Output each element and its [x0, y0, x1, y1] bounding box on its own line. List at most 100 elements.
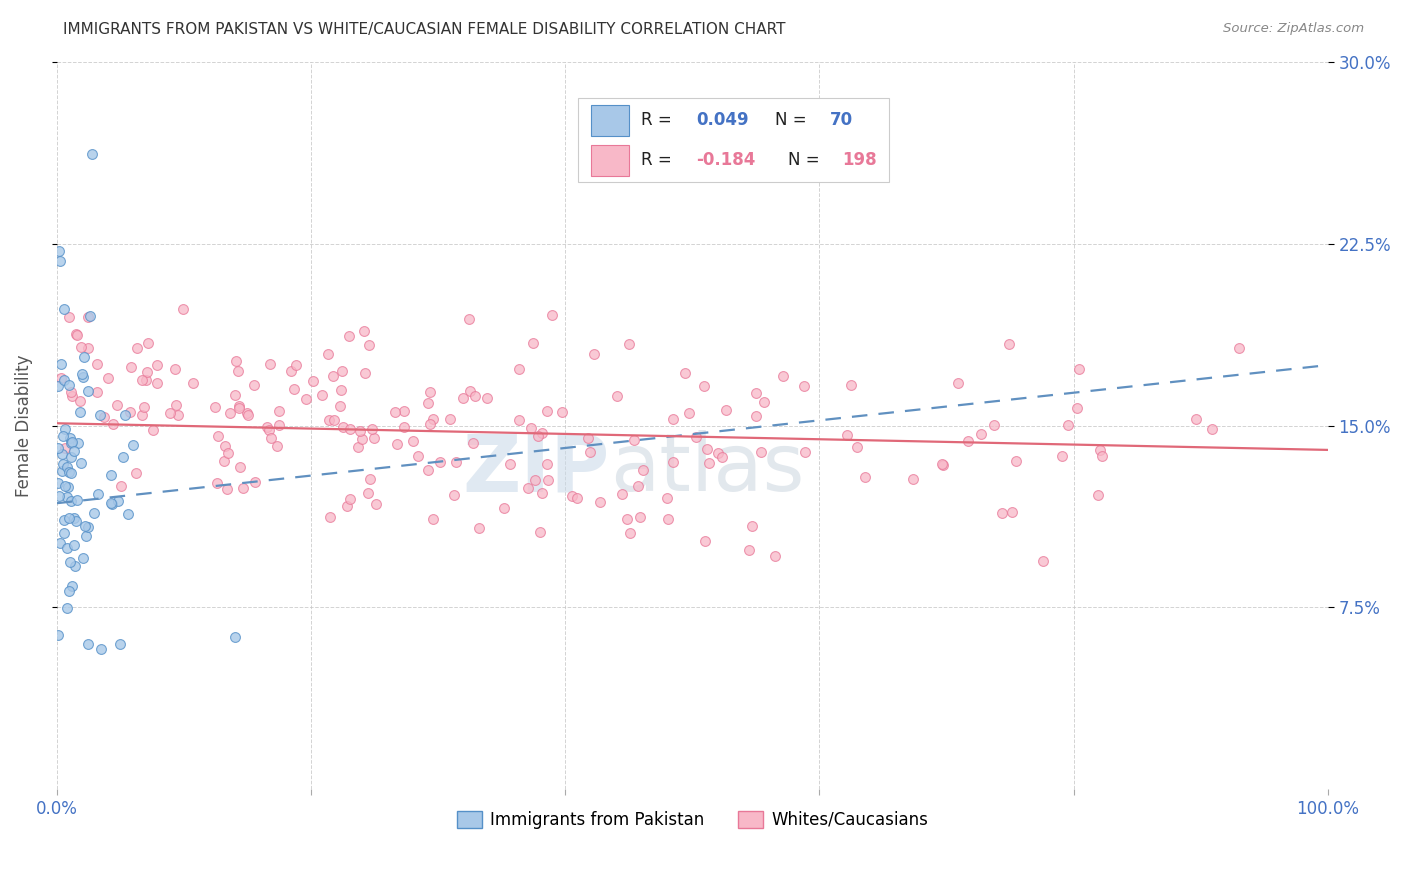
- Bar: [591, 145, 628, 176]
- Point: [46, 441, 69, 455]
- Point: [530, 486, 553, 500]
- Point: [1066, 401, 1088, 415]
- Point: [77, 310, 100, 325]
- Point: [419, 417, 441, 432]
- Point: [125, 342, 148, 356]
- Point: [693, 533, 716, 548]
- Point: [65, 326, 87, 341]
- Point: [1032, 554, 1054, 568]
- Point: [475, 391, 498, 405]
- Point: [228, 399, 250, 413]
- Point: [214, 454, 236, 468]
- Point: [146, 376, 169, 390]
- Point: [110, 479, 132, 493]
- Point: [332, 364, 354, 378]
- Text: R =: R =: [641, 112, 678, 129]
- Text: N =: N =: [775, 112, 811, 129]
- Point: [429, 455, 451, 469]
- Point: [678, 406, 700, 420]
- Point: [226, 364, 249, 378]
- Point: [60, 436, 83, 450]
- Point: [86, 357, 108, 371]
- Point: [522, 336, 544, 351]
- Point: [357, 338, 380, 352]
- Point: [1091, 449, 1114, 463]
- Point: [181, 376, 204, 390]
- Point: [242, 377, 264, 392]
- Point: [707, 445, 730, 459]
- Point: [214, 439, 236, 453]
- Point: [75, 529, 97, 543]
- Point: [114, 409, 136, 423]
- Point: [508, 362, 530, 376]
- Point: [100, 497, 122, 511]
- Point: [59, 450, 82, 465]
- Point: [392, 420, 415, 434]
- Point: [77, 341, 100, 355]
- Point: [741, 519, 763, 533]
- Point: [103, 417, 125, 431]
- Point: [517, 481, 540, 495]
- Point: [467, 521, 489, 535]
- Point: [58, 465, 80, 479]
- Point: [662, 455, 685, 469]
- Point: [58, 378, 80, 392]
- Point: [494, 500, 516, 515]
- Point: [90, 641, 112, 656]
- Point: [853, 470, 876, 484]
- Point: [524, 473, 547, 487]
- Point: [763, 549, 786, 563]
- Point: [62, 389, 84, 403]
- Point: [364, 497, 387, 511]
- Point: [990, 506, 1012, 520]
- Point: [107, 494, 129, 508]
- Point: [105, 399, 128, 413]
- Point: [204, 400, 226, 414]
- Point: [142, 423, 165, 437]
- Point: [219, 406, 242, 420]
- Point: [63, 558, 86, 573]
- Point: [526, 429, 548, 443]
- Point: [146, 358, 169, 372]
- Point: [60, 435, 83, 450]
- Point: [89, 408, 111, 422]
- Point: [70, 340, 93, 354]
- Point: [460, 384, 482, 399]
- Point: [51, 447, 73, 461]
- Point: [628, 510, 651, 524]
- Point: [332, 420, 354, 434]
- Point: [318, 347, 340, 361]
- Point: [77, 384, 100, 399]
- Point: [87, 487, 110, 501]
- Point: [72, 551, 94, 566]
- Point: [408, 449, 430, 463]
- Point: [100, 495, 122, 509]
- Point: [323, 413, 346, 427]
- Point: [70, 368, 93, 382]
- Point: [418, 396, 440, 410]
- Point: [232, 481, 254, 495]
- Point: [443, 488, 465, 502]
- Point: [745, 409, 768, 423]
- Point: [1185, 412, 1208, 426]
- Point: [983, 417, 1005, 432]
- Point: [772, 369, 794, 384]
- Point: [318, 413, 340, 427]
- Point: [336, 500, 359, 514]
- Point: [267, 404, 290, 418]
- Point: [541, 309, 564, 323]
- Text: Source: ZipAtlas.com: Source: ZipAtlas.com: [1223, 22, 1364, 36]
- Point: [73, 350, 96, 364]
- Point: [65, 328, 87, 343]
- Point: [224, 388, 246, 402]
- Point: [711, 450, 734, 464]
- Point: [530, 425, 553, 440]
- Point: [1088, 442, 1111, 457]
- Point: [463, 436, 485, 450]
- Point: [93, 409, 115, 424]
- Point: [228, 401, 250, 416]
- Point: [695, 442, 717, 456]
- Point: [997, 337, 1019, 351]
- Point: [311, 388, 333, 402]
- Text: 0.049: 0.049: [696, 112, 749, 129]
